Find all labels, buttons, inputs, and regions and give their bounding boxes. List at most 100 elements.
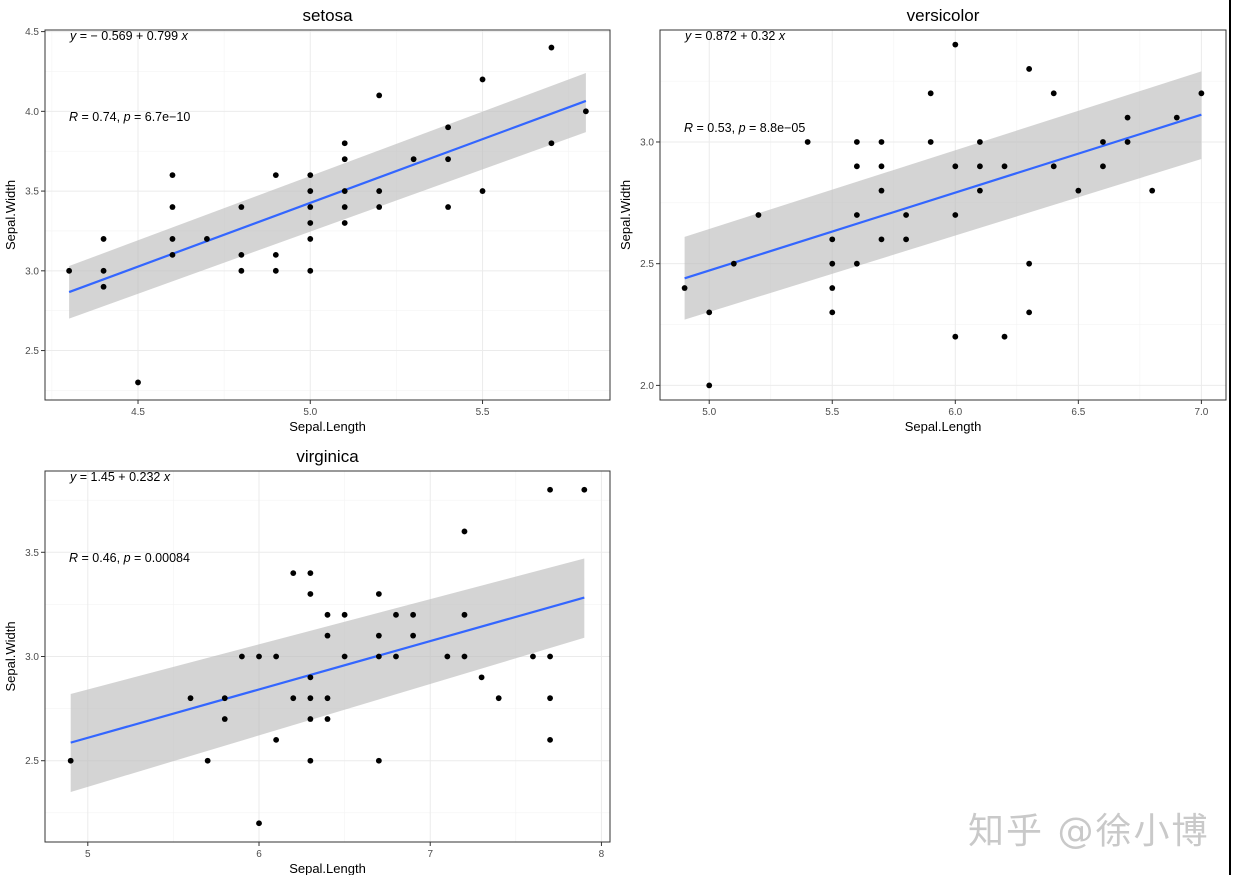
data-point <box>307 695 314 702</box>
correlation-stats: R = 0.53, p = 8.8e−05 <box>684 121 805 135</box>
x-tick-label: 7 <box>427 849 433 860</box>
data-point <box>445 124 451 131</box>
data-point <box>307 204 314 210</box>
regression-equation: y = 1.45 + 0.232 x <box>69 470 171 484</box>
data-point <box>307 267 314 274</box>
x-tick-label: 8 <box>599 849 605 860</box>
x-tick-label: 5.5 <box>825 407 839 418</box>
y-tick-label: 3.0 <box>25 266 39 277</box>
data-point <box>952 41 959 48</box>
data-point <box>169 251 176 258</box>
data-point <box>169 236 176 242</box>
data-point <box>238 251 245 258</box>
data-point <box>547 695 553 702</box>
data-point <box>681 285 688 291</box>
data-point <box>238 653 245 660</box>
panel-title: setosa <box>302 6 353 25</box>
data-point <box>100 283 107 290</box>
data-point <box>169 204 176 210</box>
regression-equation: y = − 0.569 + 0.799 x <box>69 29 189 43</box>
data-point <box>256 653 262 660</box>
data-point <box>878 139 885 145</box>
data-point <box>444 653 451 660</box>
x-tick-label: 4.5 <box>131 407 145 418</box>
data-point <box>204 757 211 764</box>
data-point <box>307 757 314 764</box>
data-point <box>272 172 279 179</box>
data-point <box>461 528 468 535</box>
panel-border <box>44 29 611 401</box>
x-axis-label: Sepal.Length <box>905 419 982 434</box>
regression-line <box>70 596 585 744</box>
confidence-band <box>70 558 585 792</box>
data-point <box>238 204 245 210</box>
data-point <box>548 44 555 51</box>
data-point <box>1050 163 1057 170</box>
data-point <box>135 379 141 386</box>
y-axis-label: Sepal.Width <box>3 180 18 250</box>
data-point <box>221 695 228 702</box>
watermark-text: 知乎 @徐小博 <box>968 811 1210 852</box>
data-point <box>853 260 860 267</box>
data-point <box>461 653 468 660</box>
data-point <box>1026 260 1033 267</box>
panel-virginica: 5 6 7 8 2.5 3.0 3.5 virginica Sepal.Length Sepal.… <box>3 447 611 875</box>
x-tick-label: 5.0 <box>702 407 716 418</box>
data-point <box>1026 66 1033 72</box>
y-tick-label: 2.5 <box>25 756 39 767</box>
data-point <box>479 188 486 194</box>
panel-title: virginica <box>296 447 359 466</box>
data-point <box>495 695 502 702</box>
data-point <box>100 236 107 242</box>
data-point <box>341 204 348 210</box>
data-point <box>829 260 836 267</box>
data-point <box>307 188 314 194</box>
data-point <box>1100 139 1106 145</box>
data-point <box>878 163 885 170</box>
data-point <box>903 212 909 218</box>
data-point <box>804 139 811 145</box>
data-point <box>221 716 228 722</box>
data-point <box>581 486 588 493</box>
data-point <box>341 653 348 660</box>
data-point <box>375 632 382 639</box>
data-point <box>67 757 74 764</box>
data-point <box>853 139 860 145</box>
data-point <box>238 267 245 274</box>
regression-equation: y = 0.872 + 0.32 x <box>684 29 786 43</box>
data-point <box>461 611 468 618</box>
data-point <box>1149 187 1156 194</box>
data-point <box>853 163 860 170</box>
y-tick-label: 2.0 <box>640 381 654 392</box>
data-point <box>273 653 280 660</box>
data-point <box>1173 114 1180 121</box>
data-point <box>1026 309 1033 316</box>
y-tick-label: 3.0 <box>25 652 39 663</box>
data-point <box>479 76 486 83</box>
data-point <box>307 236 314 242</box>
data-point <box>706 382 713 389</box>
y-axis-label: Sepal.Width <box>618 180 633 250</box>
data-point <box>376 204 383 210</box>
y-tick-label: 4.5 <box>25 27 39 38</box>
data-point <box>272 251 279 258</box>
data-point <box>853 212 860 218</box>
data-point <box>307 674 314 681</box>
data-point <box>1198 90 1205 97</box>
panel-setosa: 4.5 5.0 5.5 2.5 3.0 3.5 4.0 4.5 setosa Sepal.Leng… <box>3 6 611 434</box>
panel-title: versicolor <box>907 6 980 25</box>
data-point <box>547 736 553 743</box>
data-point <box>307 220 314 226</box>
data-point <box>977 187 983 194</box>
data-point <box>829 309 836 316</box>
data-point <box>445 204 451 210</box>
y-tick-label: 4.0 <box>25 107 39 118</box>
data-point <box>903 236 909 243</box>
data-point <box>273 736 280 743</box>
data-point <box>272 267 279 274</box>
data-point <box>478 674 485 681</box>
data-point <box>324 632 331 639</box>
regression-line <box>68 99 587 294</box>
data-point <box>582 108 589 115</box>
